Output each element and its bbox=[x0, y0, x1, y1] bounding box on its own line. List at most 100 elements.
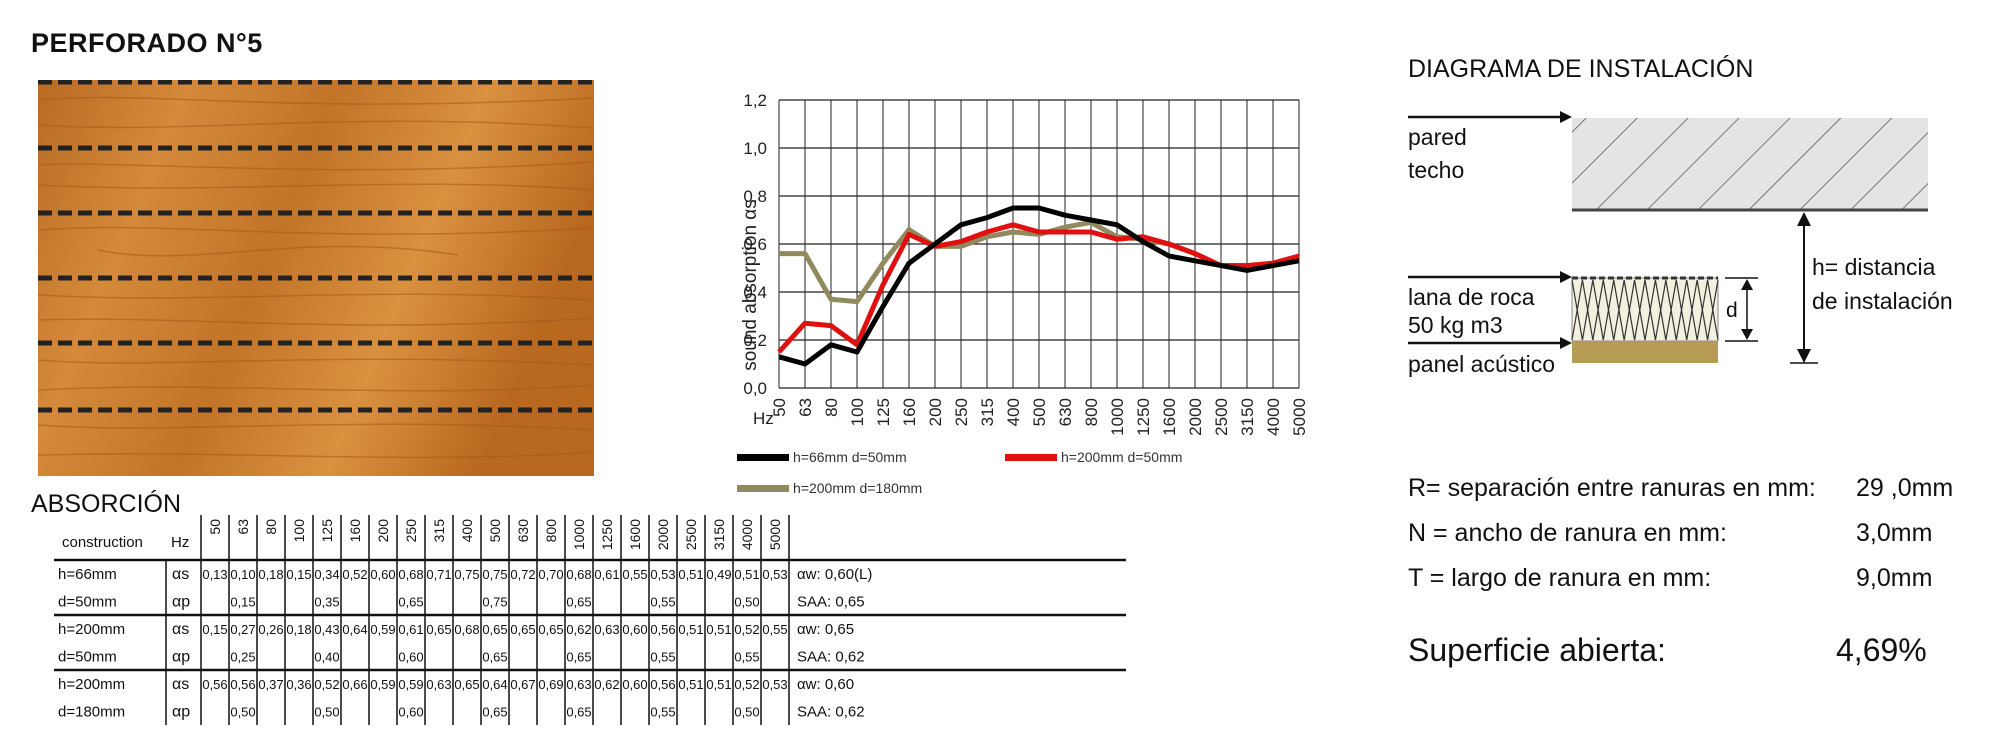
chart-y-tick-label: 1,2 bbox=[743, 91, 767, 110]
chart-x-tick-label: 2500 bbox=[1212, 398, 1231, 436]
table-cell: 0,15 bbox=[202, 622, 227, 637]
table-frequency-header: 800 bbox=[543, 519, 559, 543]
d-dimension-label: d bbox=[1726, 299, 1738, 322]
table-cell: 0,65 bbox=[482, 650, 507, 665]
table-frequency-header: 125 bbox=[319, 519, 335, 543]
table-saa-value: SAA: 0,65 bbox=[797, 594, 865, 611]
table-cell: 0,51 bbox=[678, 622, 703, 637]
table-cell: 0,52 bbox=[734, 622, 759, 637]
table-cell: 0,34 bbox=[314, 567, 339, 582]
table-cell: 0,50 bbox=[734, 595, 759, 610]
table-cell: 0,56 bbox=[650, 622, 675, 637]
open-area-label: Superficie abierta: bbox=[1408, 632, 1666, 668]
table-frequency-header: 80 bbox=[263, 519, 279, 535]
table-cell: 0,56 bbox=[202, 677, 227, 692]
table-cell: 0,51 bbox=[678, 677, 703, 692]
chart-x-tick-label: 1000 bbox=[1108, 398, 1127, 436]
chart-x-tick-label: 100 bbox=[848, 398, 867, 426]
chart-x-tick-label: 630 bbox=[1056, 398, 1075, 426]
chart-x-tick-label: 5000 bbox=[1290, 398, 1309, 436]
table-cell: 0,51 bbox=[678, 567, 703, 582]
table-cell: 0,13 bbox=[202, 567, 227, 582]
legend-swatch-3 bbox=[737, 484, 789, 492]
table-frequency-header: 3150 bbox=[711, 519, 727, 550]
legend-item-1: h=66mm d=50mm bbox=[737, 449, 907, 465]
chart-x-tick-label: 200 bbox=[926, 398, 945, 426]
spec-label-n: N = ancho de ranura en mm: bbox=[1408, 519, 1727, 547]
legend-item-2: h=200mm d=50mm bbox=[1005, 449, 1182, 465]
table-as-symbol: αs bbox=[172, 676, 189, 693]
table-frequency-header: 160 bbox=[347, 519, 363, 543]
table-cell: 0,50 bbox=[734, 705, 759, 720]
table-cell: 0,68 bbox=[398, 567, 423, 582]
chart-series-line-1 bbox=[778, 205, 1300, 367]
table-cell: 0,25 bbox=[230, 650, 255, 665]
table-cell: 0,27 bbox=[230, 622, 255, 637]
table-h-label: h=200mm bbox=[58, 676, 125, 693]
table-frequency-header: 200 bbox=[375, 519, 391, 543]
table-cell: 0,55 bbox=[650, 650, 675, 665]
chart-x-tick-label: 250 bbox=[952, 398, 971, 426]
chart-x-tick-label: 160 bbox=[900, 398, 919, 426]
table-ap-symbol: αp bbox=[172, 594, 190, 611]
table-cell: 0,59 bbox=[370, 622, 395, 637]
chart-x-tick-label: 315 bbox=[978, 398, 997, 426]
rock-wool-density-label: 50 kg m3 bbox=[1408, 312, 1503, 338]
table-cell: 0,55 bbox=[762, 622, 787, 637]
chart-y-tick-label: 0,8 bbox=[743, 187, 767, 206]
page-title: PERFORADO N°5 bbox=[31, 28, 263, 58]
open-area-value: 4,69% bbox=[1836, 632, 1927, 668]
chart-x-tick-label: 800 bbox=[1082, 398, 1101, 426]
table-cell: 0,63 bbox=[594, 622, 619, 637]
table-cell: 0,18 bbox=[286, 622, 311, 637]
table-cell: 0,52 bbox=[342, 567, 367, 582]
chart-x-tick-label: 3150 bbox=[1238, 398, 1257, 436]
table-cell: 0,72 bbox=[510, 567, 535, 582]
table-cell: 0,50 bbox=[230, 705, 255, 720]
table-frequency-header: 315 bbox=[431, 519, 447, 543]
wood-panel-image bbox=[38, 80, 594, 476]
table-cell: 0,49 bbox=[706, 567, 731, 582]
table-cell: 0,15 bbox=[230, 595, 255, 610]
table-cell: 0,59 bbox=[370, 677, 395, 692]
table-cell: 0,55 bbox=[622, 567, 647, 582]
chart-x-tick-label: 125 bbox=[874, 398, 893, 426]
table-cell: 0,53 bbox=[762, 567, 787, 582]
table-cell: 0,75 bbox=[454, 567, 479, 582]
table-cell: 0,37 bbox=[258, 677, 283, 692]
legend-label-2: h=200mm d=50mm bbox=[1061, 449, 1183, 465]
ceiling-label: techo bbox=[1408, 157, 1464, 183]
table-cell: 0,60 bbox=[622, 622, 647, 637]
table-frequency-header: 630 bbox=[515, 519, 531, 543]
h-dimension-label-1: h= distancia bbox=[1812, 254, 1936, 280]
spec-value-r: 29 ,0mm bbox=[1856, 474, 1954, 502]
table-cell: 0,63 bbox=[566, 677, 591, 692]
table-cell: 0,68 bbox=[566, 567, 591, 582]
table-frequency-header: 100 bbox=[291, 519, 307, 543]
table-aw-value: αw: 0,60(L) bbox=[797, 566, 872, 583]
table-ap-symbol: αp bbox=[172, 704, 190, 721]
chart-x-unit-label: Hz bbox=[753, 409, 774, 428]
table-cell: 0,62 bbox=[594, 677, 619, 692]
table-cell: 0,51 bbox=[706, 622, 731, 637]
table-cell: 0,53 bbox=[650, 567, 675, 582]
rock-wool-texture bbox=[1571, 279, 1719, 341]
legend-swatch-1 bbox=[737, 453, 789, 461]
chart-y-tick-label: 0,2 bbox=[743, 331, 767, 350]
chart-x-tick-label: 4000 bbox=[1264, 398, 1283, 436]
table-cell: 0,35 bbox=[314, 595, 339, 610]
table-d-label: d=180mm bbox=[58, 704, 125, 721]
table-cell: 0,52 bbox=[314, 677, 339, 692]
table-cell: 0,55 bbox=[650, 705, 675, 720]
acoustic-panel-block bbox=[1572, 341, 1718, 363]
chart-x-tick-label: 1250 bbox=[1134, 398, 1153, 436]
spec-value-t: 9,0mm bbox=[1856, 564, 1933, 592]
spec-label-r: R= separación entre ranuras en mm: bbox=[1408, 474, 1816, 502]
table-saa-value: SAA: 0,62 bbox=[797, 704, 865, 721]
chart-y-tick-label: 1,0 bbox=[743, 139, 767, 158]
rock-wool-label: lana de roca bbox=[1408, 284, 1535, 310]
absorption-chart: 0,0 0,2 0,4 0,6 0,8 1,0 1,2 50 63 80 100 125 160 200… bbox=[740, 91, 1309, 436]
table-cell: 0,75 bbox=[482, 595, 507, 610]
table-cell: 0,50 bbox=[314, 705, 339, 720]
table-frequency-header: 50 bbox=[207, 519, 223, 535]
